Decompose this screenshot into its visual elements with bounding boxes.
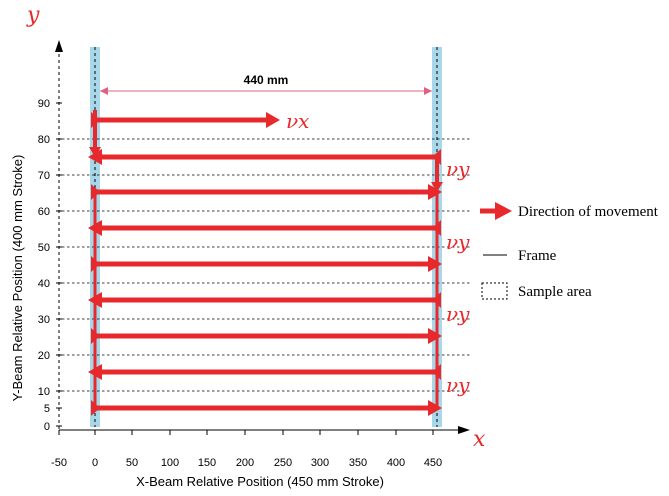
y-tick-label: 40 (38, 278, 50, 290)
y-tick-label: 30 (38, 314, 50, 326)
legend-sample-label: Sample area (518, 284, 592, 300)
y-tick-label: 60 (38, 206, 50, 218)
x-tick-label: 150 (198, 457, 216, 469)
y-tick-label: 20 (38, 350, 50, 362)
left-rail-marker (91, 400, 100, 416)
y-axis-title: Y-Beam Relative Position (400 mm Stroke) (10, 155, 25, 402)
right-rail-marker (432, 149, 441, 165)
x-axis-letter: x (473, 427, 486, 452)
left-rail-marker (91, 256, 100, 272)
vx-arrow (92, 112, 280, 128)
scan-arrow-right-head (428, 328, 442, 344)
y-axis-letter: y (26, 3, 40, 28)
right-rail-marker (432, 220, 441, 236)
scan-arrow-left (88, 364, 437, 380)
right-rail-marker (432, 292, 441, 308)
x-tick-label: 450 (424, 457, 442, 469)
legend-direction-swatch (480, 202, 512, 220)
x-tick-label: 250 (274, 457, 292, 469)
legend: Direction of movement Frame Sample area (480, 202, 659, 300)
legend-frame-label: Frame (518, 248, 557, 264)
x-axis-arrowhead (458, 426, 470, 434)
left-rail-marker (91, 328, 100, 344)
x-tick-label: 400 (387, 457, 405, 469)
x-tick-label: 100 (161, 457, 179, 469)
y-tick-label: 80 (38, 134, 50, 146)
y-tick-label: 50 (38, 242, 50, 254)
x-tick-label: 50 (126, 457, 138, 469)
left-rail-marker (91, 112, 100, 128)
scan-arrow-left (88, 220, 437, 236)
arrow-group (88, 87, 443, 416)
x-tick-label: 350 (349, 457, 367, 469)
legend-direction-label: Direction of movement (518, 204, 659, 220)
scan-arrow-right (95, 256, 442, 272)
y-tick-label: 5 (44, 403, 50, 415)
y-tick-label: 0 (44, 421, 50, 433)
vy-label-1: νy (446, 157, 470, 181)
x-axis-title: X-Beam Relative Position (450 mm Stroke) (136, 474, 384, 489)
x-tick-label: 200 (236, 457, 254, 469)
right-rail-marker (432, 364, 441, 380)
grid-group (62, 138, 470, 392)
y-axis-arrowhead (55, 40, 63, 52)
dimension-label: 440 mm (244, 73, 289, 87)
scan-arrow-right (95, 328, 442, 344)
dimension-arrowhead-right (424, 87, 432, 95)
right-step-arrow-head (431, 182, 443, 192)
x-tick-label: 300 (311, 457, 329, 469)
y-tick-label: 70 (38, 170, 50, 182)
x-tick-label: -50 (51, 457, 67, 469)
vy-label-3: νy (446, 302, 470, 326)
right-step-arrow (431, 157, 443, 192)
scan-arrow-right (95, 400, 442, 416)
scan-arrow-right-head (428, 256, 442, 272)
legend-sample-swatch (481, 282, 508, 300)
y-tick-label: 10 (38, 386, 50, 398)
x-tick-label: 0 (92, 457, 98, 469)
scan-arrow-left (88, 149, 437, 165)
left-step-arrow-head (89, 147, 101, 157)
scan-arrow-right-head (428, 184, 442, 200)
y-tick-label: 90 (38, 98, 50, 110)
vx-arrow-head (266, 112, 280, 128)
dimension-arrowhead-left (100, 87, 108, 95)
scan-arrow-left (88, 292, 437, 308)
left-rail-marker (91, 184, 100, 200)
vy-label-4: νy (446, 373, 470, 397)
scan-arrow-right (95, 184, 442, 200)
vy-label-2: νy (446, 230, 470, 254)
scan-arrow-right-head (428, 400, 442, 416)
vx-label: νx (286, 109, 309, 133)
